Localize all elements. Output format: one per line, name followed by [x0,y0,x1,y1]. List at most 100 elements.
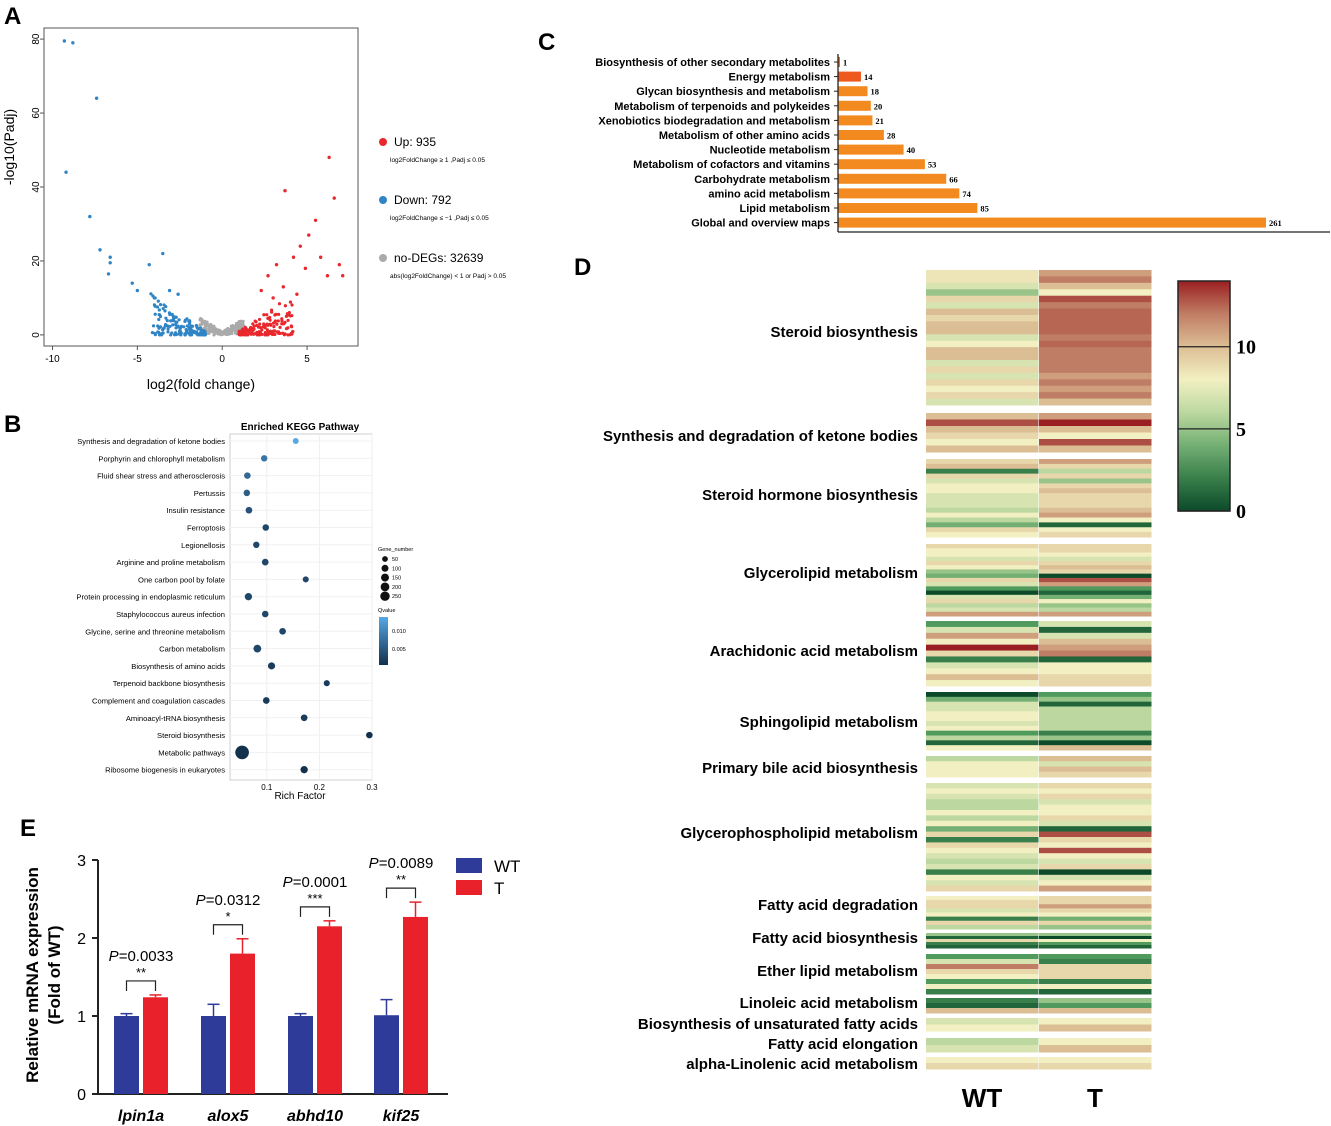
heatmap-cell [1039,662,1152,669]
up-point [254,320,258,324]
x-tick-label: 5 [304,354,310,365]
p-prefix: P [109,948,119,965]
category-bar [838,173,947,184]
category-bar [838,188,960,199]
heatmap-cell [926,933,1039,937]
heatmap-cell [1039,939,1152,943]
heatmap-cell [1039,638,1152,646]
pathway-label: Porphyrin and chlorophyll metabolism [98,454,225,463]
heatmap-cell [1039,548,1152,553]
heatmap-cell [926,498,1039,504]
nodeg-point [237,323,242,327]
size-legend-dot [381,564,389,572]
heatmap-cell [926,573,1039,579]
down-outlier-point [106,272,111,276]
gene-label: kif25 [383,1108,421,1125]
y-tick-label: 80 [31,33,42,45]
heatmap-cell [1039,502,1152,509]
significance-bracket [212,924,244,935]
p-value-label: P=0.0312 [196,892,261,909]
heatmap-cell [926,815,1039,822]
heatmap-cell [1039,459,1152,465]
heatmap-cell [1039,360,1152,367]
p-value-label: P=0.0033 [109,948,174,965]
up-point [249,327,253,332]
pathway-label: Synthesis and degradation of ketone bodi… [77,437,225,446]
pathway-dot [267,662,276,670]
heatmap-cell [926,544,1039,549]
up-point [260,328,264,332]
category-label: Metabolism of cofactors and vitamins [633,159,830,171]
nodeg-point [241,319,245,323]
heatmap-group-label: Fatty acid biosynthesis [752,930,918,947]
category-bar [838,115,873,126]
gene-label: abhd10 [287,1108,343,1125]
p-value: =0.0089 [379,855,434,872]
y-axis-label-line2: (Fold of WT) [45,925,64,1024]
up-point [265,328,270,332]
category-label: Xenobiotics biodegradation and metabolis… [598,115,830,127]
x-tick-label: -10 [45,354,60,365]
pathway-dot [245,506,253,514]
size-legend-label: 50 [392,557,398,563]
nodeg-point [218,330,222,334]
heatmap-group-label: Fatty acid elongation [768,1036,918,1053]
down-point [149,292,153,296]
pathway-dot [260,455,268,462]
legend-label: WT [494,857,520,876]
up-point [262,313,266,317]
up-point [276,319,280,323]
up-point [272,325,276,329]
down-outlier-point [88,214,92,219]
legend-note-1: log2FoldChange ≤ −1 ,Padj ≤ 0.05 [390,215,489,222]
heatmap-cell [926,740,1039,746]
heatmap-cell [926,1063,1039,1070]
down-point [195,324,199,328]
down-outlier-point [98,248,102,252]
down-point [168,324,172,329]
heatmap-cell [926,638,1039,646]
up-point [247,330,251,334]
pathway-dot [262,524,270,531]
heatmap-cell [1039,611,1152,617]
x-tick-label: 0.1 [261,783,273,792]
down-point [202,329,206,333]
category-label: Nucleotide metabolism [710,145,831,157]
heatmap-cell [1039,426,1152,433]
pathway-dot [366,731,373,739]
heatmap-cell [926,874,1039,881]
pathway-label: Insulin resistance [166,506,225,515]
heatmap-cell [926,289,1039,297]
up-point [266,316,270,320]
heatmap-cell [1039,569,1152,575]
heatmap-cell [1039,1024,1152,1032]
up-point [277,302,282,306]
gene-label: lpin1a [118,1108,164,1125]
heatmap-cell [926,502,1039,509]
heatmap-cell [1039,590,1152,596]
heatmap-cell [926,468,1039,475]
heatmap-cell [926,560,1039,566]
y-tick-label: 40 [31,181,42,193]
heatmap-cell [926,721,1039,727]
heatmap-cell [926,1024,1039,1032]
down-point [175,325,180,329]
heatmap-cell [1039,936,1152,940]
legend-dot-1 [379,196,387,204]
heatmap-cell [1039,650,1152,657]
up-point [288,300,293,304]
heatmap-cell [926,644,1039,652]
pathway-label: Glycine, serine and threonine metabolism [85,627,225,636]
wt-bar [201,1016,226,1094]
up-outlier-point [313,218,318,222]
heatmap-cell [926,527,1039,533]
heatmap-cell [1039,680,1152,687]
up-point [245,329,249,333]
down-point [166,330,170,334]
pathway-label: Ferroptosis [187,524,225,533]
heatmap-cell [926,308,1039,316]
heatmap-cell [926,565,1039,570]
heatmap-cell [926,989,1039,995]
up-outlier-point [266,274,270,278]
heatmap-cell [1039,353,1152,361]
